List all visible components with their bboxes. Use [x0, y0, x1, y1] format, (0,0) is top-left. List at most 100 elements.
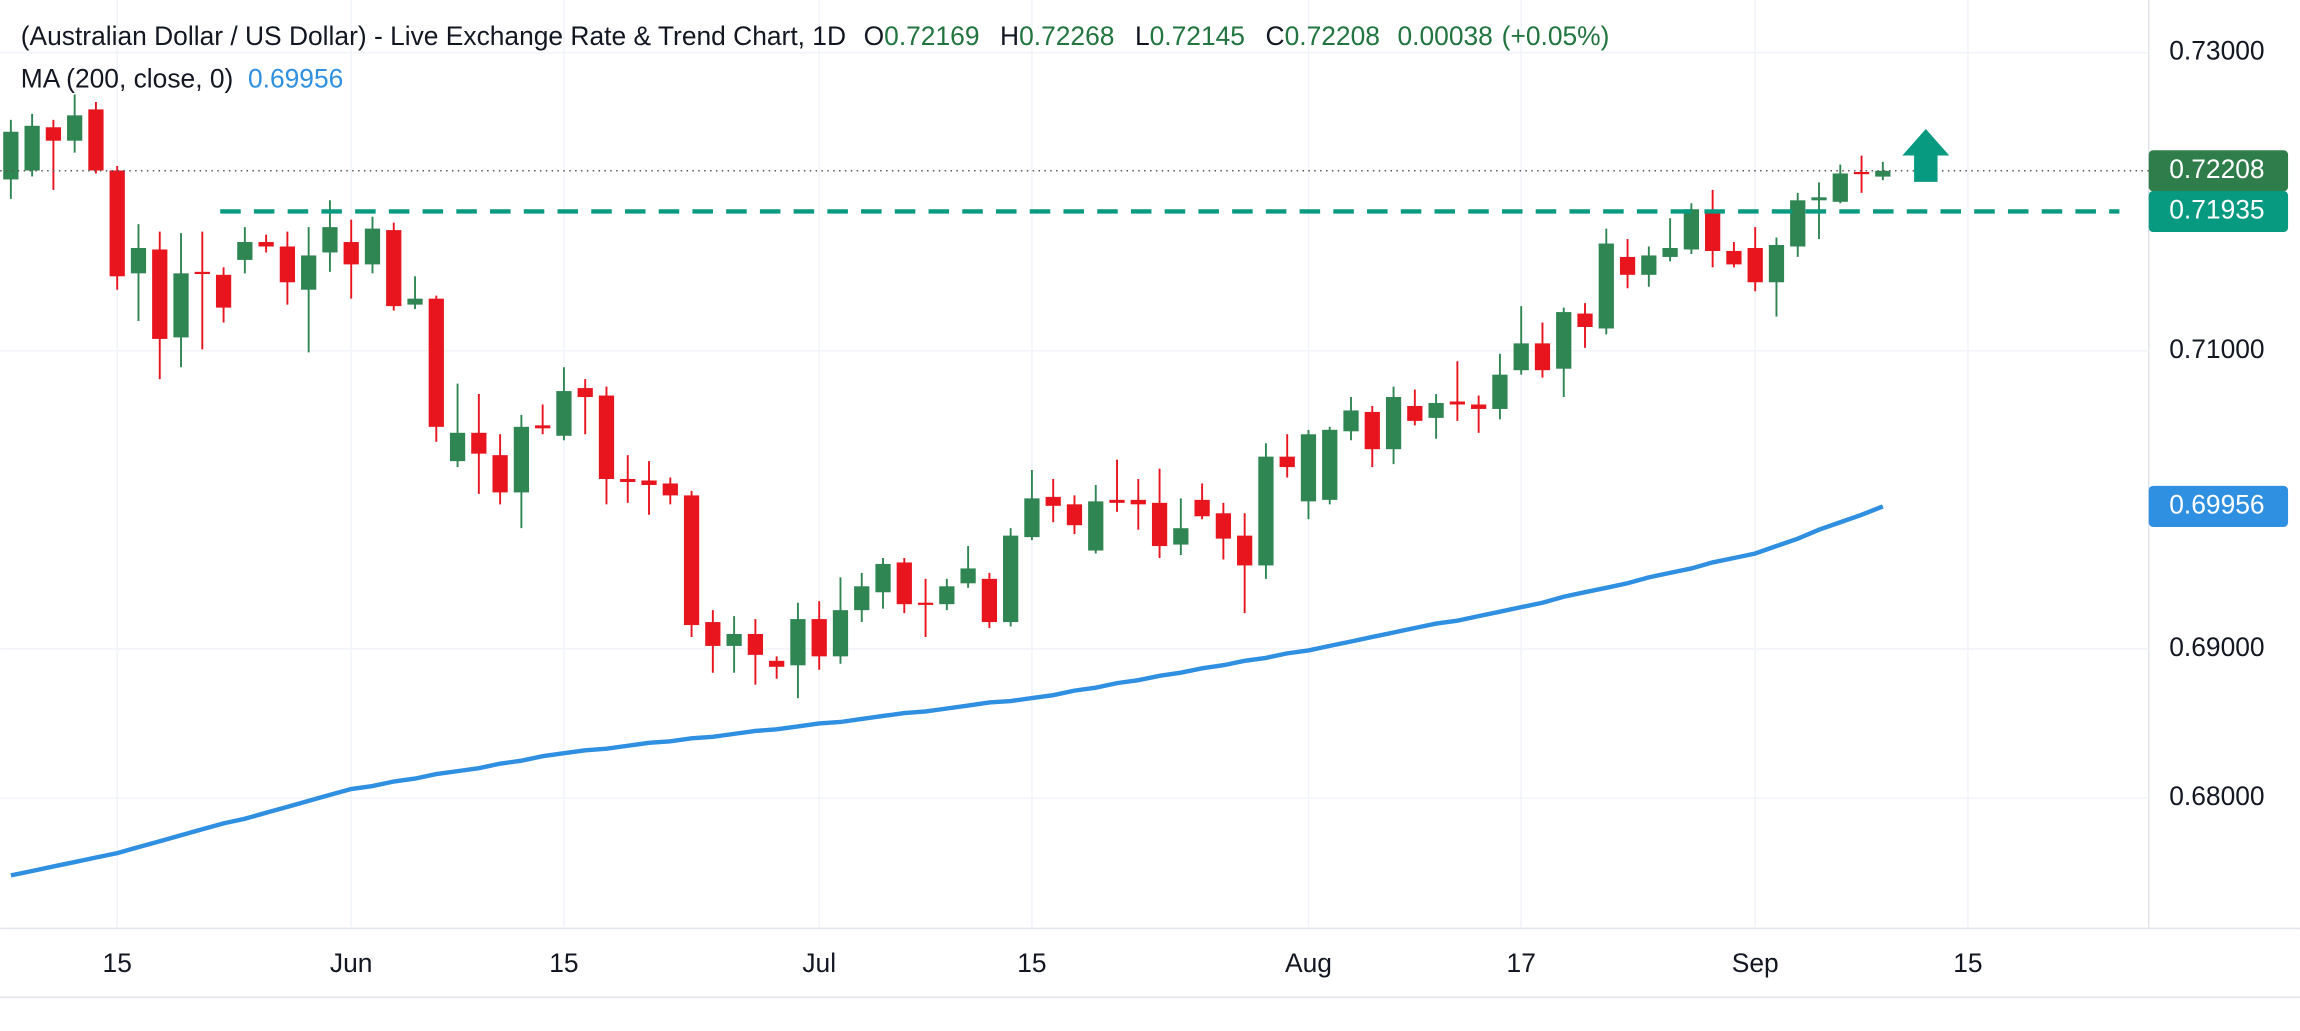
- candle-body: [322, 227, 338, 253]
- y-tick-label: 0.73000: [2169, 36, 2264, 66]
- candle-body: [1003, 535, 1019, 623]
- candle-body: [45, 127, 62, 141]
- candle-body: [790, 619, 806, 666]
- candle-body: [1832, 173, 1848, 202]
- x-tick-label: Sep: [1732, 948, 1779, 978]
- candle-body: [832, 610, 849, 657]
- y-tick-label: 0.71000: [2169, 334, 2264, 364]
- candle-body: [386, 230, 402, 307]
- candle-body: [662, 483, 678, 496]
- x-tick-label: Jul: [802, 948, 836, 978]
- candle-body: [854, 586, 870, 611]
- candle-body: [939, 586, 955, 605]
- candle-body: [492, 455, 508, 493]
- y-tick-label: 0.69000: [2169, 632, 2264, 662]
- candle-body: [428, 298, 444, 427]
- indicator-legend: MA (200, close, 0) 0.69956: [21, 64, 344, 94]
- candle-body: [1598, 243, 1614, 329]
- candle-body: [109, 170, 125, 277]
- ohlc-label: C: [1266, 21, 1285, 51]
- candle-body: [577, 388, 593, 398]
- candle-body: [875, 563, 891, 593]
- price-label: 0.69956: [2169, 489, 2264, 519]
- candle-body: [3, 131, 19, 180]
- candle-body: [449, 432, 466, 462]
- ma-line: [10, 504, 1884, 878]
- header: (Australian Dollar / US Dollar) - Live E…: [21, 21, 1610, 51]
- candle-body: [620, 478, 636, 482]
- candle-body: [726, 633, 742, 646]
- change-value: 0.00038: [1398, 21, 1493, 51]
- candle-body: [1300, 434, 1317, 502]
- ohlc-value: 0.72145: [1150, 21, 1245, 51]
- candle-body: [705, 622, 721, 646]
- candle-body: [981, 578, 998, 623]
- x-tick-label: 15: [1953, 948, 1982, 978]
- candle-body: [1109, 499, 1125, 503]
- candle-body: [535, 425, 551, 429]
- candle-body: [152, 249, 168, 339]
- candle-body: [1343, 410, 1359, 432]
- candle-body: [1790, 200, 1806, 247]
- candle-body: [1237, 535, 1253, 566]
- price-label-box: [2148, 190, 2289, 233]
- candle-body: [1513, 343, 1529, 371]
- candle-body: [1683, 209, 1700, 250]
- axes: 0.73000 0.71000 0.69000 0.68000 15 Jun 15 Jul 15…: [103, 36, 2289, 978]
- ohlc-label: H: [1000, 21, 1019, 51]
- change-percent: (+0.05%): [1502, 21, 1610, 51]
- candle-body: [747, 633, 764, 655]
- ohlc-label: L: [1135, 21, 1150, 51]
- candle-body: [1364, 411, 1380, 450]
- x-tick-label: Aug: [1285, 948, 1332, 978]
- x-tick-label: 17: [1507, 948, 1536, 978]
- x-tick-label: Jun: [330, 948, 373, 978]
- candle-body: [1534, 343, 1551, 371]
- candle-body: [407, 298, 423, 305]
- candle-body: [364, 228, 381, 265]
- candle-body: [215, 274, 232, 308]
- price-label: 0.71935: [2169, 194, 2264, 224]
- candle-body: [1853, 171, 1870, 175]
- candle-body: [1024, 498, 1040, 538]
- candle-body: [343, 242, 359, 265]
- candle-body: [1705, 210, 1721, 251]
- candle-body: [1130, 499, 1146, 505]
- ohlc-label: O: [864, 21, 885, 51]
- indicator-value: 0.69956: [248, 64, 343, 94]
- candle-body: [1449, 401, 1466, 405]
- indicator-name: MA (200, close, 0): [21, 64, 234, 94]
- candle-body: [1066, 504, 1083, 526]
- candle-body: [258, 242, 274, 247]
- candle-body: [1151, 502, 1168, 547]
- candle-body: [1322, 429, 1338, 500]
- candle-body: [194, 271, 210, 275]
- candle-body: [1577, 313, 1593, 327]
- candle-body: [1747, 247, 1763, 283]
- candle-body: [1556, 312, 1572, 369]
- ohlc-value: 0.72208: [1285, 21, 1380, 51]
- candle-body: [1215, 513, 1232, 539]
- candle-body: [471, 432, 487, 454]
- candle-body: [1407, 405, 1423, 421]
- candle-body: [237, 242, 253, 260]
- candle-body: [960, 568, 976, 584]
- candle-body: [88, 109, 104, 171]
- candle-body: [1194, 499, 1210, 517]
- candle-body: [896, 562, 912, 605]
- candle-body: [1492, 374, 1508, 409]
- candle-body: [1471, 404, 1487, 409]
- candle-body: [1428, 402, 1444, 418]
- candle-body: [598, 395, 615, 479]
- ohlc-value: 0.72268: [1019, 21, 1114, 51]
- candle-body: [1619, 256, 1636, 275]
- candle-body: [811, 619, 827, 657]
- candle-body: [641, 480, 657, 485]
- candle-body: [1258, 456, 1274, 566]
- candle-body: [1811, 197, 1827, 201]
- candle-body: [24, 125, 40, 171]
- x-tick-label: 15: [1017, 948, 1046, 978]
- plot: [0, 94, 2149, 878]
